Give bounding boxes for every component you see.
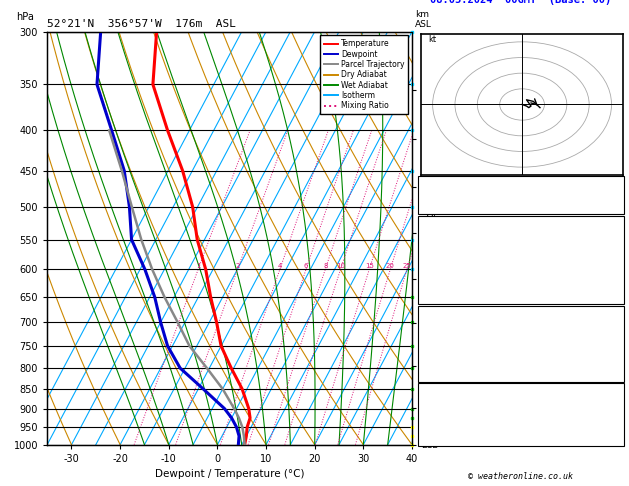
X-axis label: Dewpoint / Temperature (°C): Dewpoint / Temperature (°C) [155,469,304,479]
Text: 25: 25 [403,263,411,269]
Text: 292: 292 [605,256,621,264]
Text: SREH: SREH [421,410,443,419]
Text: StmSpd (kt): StmSpd (kt) [421,435,481,444]
Text: 4: 4 [616,435,621,444]
Text: 2: 2 [235,263,240,269]
Text: km
ASL: km ASL [415,10,432,29]
Legend: Temperature, Dewpoint, Parcel Trajectory, Dry Adiabat, Wet Adiabat, Isotherm, Mi: Temperature, Dewpoint, Parcel Trajectory… [320,35,408,114]
Text: PW (cm): PW (cm) [421,204,459,212]
Text: StmDir: StmDir [421,423,454,432]
Text: Dewp (°C): Dewp (°C) [421,243,470,252]
Text: 10: 10 [611,346,621,354]
Text: 48: 48 [611,410,621,419]
Text: Surface: Surface [503,218,540,226]
Text: 0: 0 [616,371,621,380]
Text: CAPE (J): CAPE (J) [421,358,464,367]
Text: Pressure (mb): Pressure (mb) [421,320,491,329]
Text: 08.05.2024  00GMT  (Base: 00): 08.05.2024 00GMT (Base: 00) [430,0,611,5]
Text: 15: 15 [365,263,374,269]
Text: Most Unstable: Most Unstable [486,308,556,316]
Text: CAPE (J): CAPE (J) [421,281,464,290]
Text: CIN (J): CIN (J) [421,371,459,380]
Text: 92°: 92° [605,423,621,432]
Text: -0: -0 [611,178,621,187]
Text: kt: kt [428,35,437,44]
Text: Mixing Ratio (g/kg): Mixing Ratio (g/kg) [426,192,436,284]
Text: Hodograph: Hodograph [497,385,545,394]
Text: 55: 55 [611,398,621,406]
Text: 4: 4 [277,263,282,269]
Text: θₑ(K): θₑ(K) [421,256,448,264]
Text: 0: 0 [616,294,621,302]
Text: hPa: hPa [16,12,33,22]
Text: 1: 1 [196,263,201,269]
Text: 20: 20 [386,263,395,269]
Text: © weatheronline.co.uk: © weatheronline.co.uk [468,472,573,481]
Text: Lifted Index: Lifted Index [421,346,486,354]
Text: EH: EH [421,398,432,406]
Text: K: K [421,178,427,187]
Text: 302: 302 [605,333,621,342]
Text: 0: 0 [616,358,621,367]
Text: 0: 0 [616,281,621,290]
Text: 10: 10 [336,263,345,269]
Text: CIN (J): CIN (J) [421,294,459,302]
Text: Lifted Index: Lifted Index [421,268,486,277]
Text: 1.14: 1.14 [600,204,621,212]
Text: 52°21'N  356°57'W  176m  ASL: 52°21'N 356°57'W 176m ASL [47,19,236,30]
Text: 35: 35 [611,191,621,200]
Text: 8: 8 [323,263,328,269]
Text: 6: 6 [304,263,308,269]
Text: 16: 16 [611,268,621,277]
Text: θₑ (K): θₑ (K) [421,333,454,342]
Text: 4.3: 4.3 [605,243,621,252]
Text: 750: 750 [605,320,621,329]
Text: Temp (°C): Temp (°C) [421,230,470,239]
Text: 5.6: 5.6 [605,230,621,239]
Text: Totals Totals: Totals Totals [421,191,491,200]
